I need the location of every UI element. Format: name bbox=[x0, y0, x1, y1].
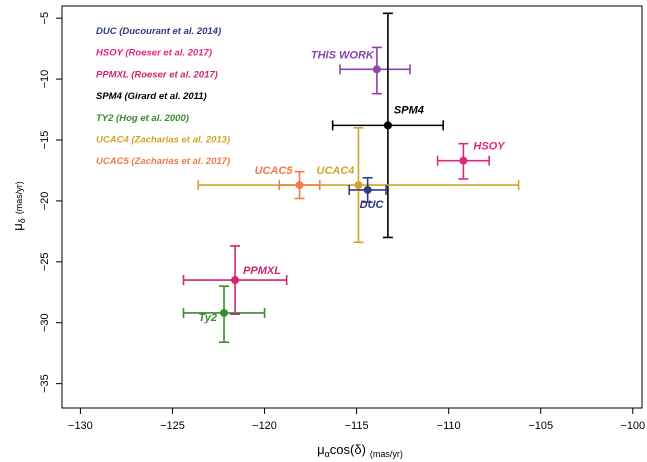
x-tick-label: −115 bbox=[345, 420, 369, 432]
legend-entry: DUC (Ducourant et al. 2014) bbox=[96, 26, 221, 37]
point-label: Ty2 bbox=[198, 312, 217, 324]
y-tick-label: −35 bbox=[39, 374, 51, 393]
legend-entry: UCAC4 (Zacharias et al. 2013) bbox=[96, 135, 230, 146]
legend: DUC (Ducourant et al. 2014) HSOY (Roeser … bbox=[96, 26, 230, 167]
x-tick-label: −110 bbox=[437, 420, 461, 432]
x-axis-title-units: (mas/yr) bbox=[370, 449, 403, 459]
point-label: THIS WORK bbox=[311, 49, 375, 61]
data-point: Ty2 bbox=[182, 285, 266, 344]
data-point: PPMXL bbox=[182, 245, 288, 316]
plot-frame bbox=[61, 5, 643, 409]
point-marker bbox=[459, 156, 468, 165]
data-point: UCAC4 bbox=[197, 127, 520, 244]
point-marker bbox=[354, 181, 363, 190]
legend-entry: PPMXL (Roeser et al. 2017) bbox=[96, 69, 218, 80]
x-axis: −130 −125 −120 −115 −110 −105 −100 bbox=[68, 408, 645, 432]
point-label: DUC bbox=[360, 199, 385, 211]
y-tick-label: −10 bbox=[39, 70, 51, 89]
data-point: SPM4 bbox=[331, 12, 444, 239]
x-axis-title-sub: α bbox=[325, 449, 330, 459]
point-marker bbox=[372, 65, 381, 74]
x-tick-label: −100 bbox=[620, 420, 645, 432]
y-tick-label: −20 bbox=[39, 192, 51, 211]
x-axis-title-rest: cos(δ) bbox=[330, 442, 366, 457]
point-marker bbox=[220, 308, 229, 317]
data-points: THIS WORK SPM4 HSOY UCAC4 UCAC5 DUC PPMXL Ty2 bbox=[182, 12, 520, 344]
x-axis-title: μαcos(δ) (mas/yr) bbox=[317, 442, 403, 459]
point-marker bbox=[231, 276, 240, 285]
y-axis-title: μδ (mas/yr) bbox=[10, 181, 27, 231]
point-label: PPMXL bbox=[243, 265, 281, 277]
point-marker bbox=[383, 121, 392, 130]
y-axis-title-main: μ bbox=[10, 223, 25, 231]
legend-entry: SPM4 (Girard et al. 2011) bbox=[96, 91, 207, 102]
y-tick-label: −5 bbox=[39, 12, 51, 25]
point-label: SPM4 bbox=[394, 104, 424, 116]
legend-entry: HSOY (Roeser et al. 2017) bbox=[96, 48, 212, 59]
y-axis: −5 −10 −15 −20 −25 −30 −35 bbox=[39, 12, 62, 393]
data-point: HSOY bbox=[436, 141, 506, 180]
y-tick-label: −25 bbox=[39, 252, 51, 271]
x-tick-label: −120 bbox=[252, 420, 277, 432]
y-tick-label: −15 bbox=[39, 131, 51, 150]
y-axis-title-units: (mas/yr) bbox=[14, 181, 24, 214]
point-marker bbox=[295, 181, 304, 190]
y-axis-title-sub: δ bbox=[17, 218, 27, 223]
data-point: DUC bbox=[348, 176, 387, 211]
x-tick-label: −130 bbox=[68, 420, 93, 432]
point-marker bbox=[363, 185, 372, 194]
legend-entry: TY2 (Hog et al. 2000) bbox=[96, 113, 189, 124]
point-label: UCAC5 bbox=[255, 165, 294, 177]
point-label: HSOY bbox=[473, 141, 506, 153]
data-point: UCAC5 bbox=[255, 165, 321, 200]
point-label: UCAC4 bbox=[317, 165, 355, 177]
data-point: THIS WORK bbox=[311, 46, 411, 95]
y-tick-label: −30 bbox=[39, 313, 51, 332]
legend-entry: UCAC5 (Zacharias et al. 2017) bbox=[96, 156, 230, 167]
x-tick-label: −125 bbox=[160, 420, 185, 432]
x-tick-label: −105 bbox=[528, 420, 553, 432]
x-axis-title-main: μ bbox=[317, 442, 325, 457]
